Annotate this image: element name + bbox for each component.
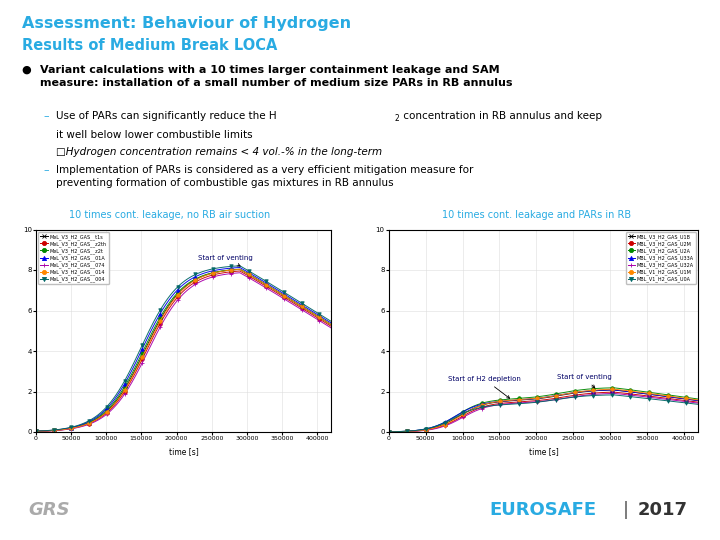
Text: □Hydrogen concentration remains < 4 vol.-% in the long-term: □Hydrogen concentration remains < 4 vol.… [56,147,382,157]
Text: Use of PARs can significantly reduce the H: Use of PARs can significantly reduce the… [56,111,276,121]
Text: Start of venting: Start of venting [199,255,253,266]
Text: Start of H2 depletion: Start of H2 depletion [448,376,521,399]
Text: 10 times cont. leakage and PARs in RB: 10 times cont. leakage and PARs in RB [442,210,631,220]
Legend: MeL_V3_H2_GAS__t1s, MeL_V3_H2_GAS__z2th, MeL_V3_H2_GAS__z2t, MeL_V3_H2_GAS__01A,: MeL_V3_H2_GAS__t1s, MeL_V3_H2_GAS__z2th,… [38,232,109,285]
Text: –: – [43,165,49,175]
Text: Implementation of PARs is considered as a very efficient mitigation measure for
: Implementation of PARs is considered as … [56,165,474,188]
Text: EUROSAFE: EUROSAFE [490,501,597,519]
Text: concentration in RB annulus and keep: concentration in RB annulus and keep [400,111,603,121]
Text: –: – [43,111,49,121]
Text: Start of venting: Start of venting [557,374,611,388]
Legend: MBL_V3_H2_GAS_U1B, MBL_V3_H2_GAS_U2M, MBL_V3_H2_GAS_U2A, MBL_V3_H2_GAS_U33A, MBL: MBL_V3_H2_GAS_U1B, MBL_V3_H2_GAS_U2M, MB… [626,232,696,285]
X-axis label: time [s]: time [s] [168,447,199,456]
Text: 2017: 2017 [637,501,687,519]
Text: ●: ● [22,65,32,75]
Text: GRS: GRS [29,501,71,519]
Text: Variant calculations with a 10 times larger containment leakage and SAM
measure:: Variant calculations with a 10 times lar… [40,65,512,88]
X-axis label: time [s]: time [s] [528,447,559,456]
Text: |: | [623,501,629,519]
Text: 10 times cont. leakage, no RB air suction: 10 times cont. leakage, no RB air suctio… [68,210,270,220]
Text: 2: 2 [395,114,400,124]
Text: Assessment: Behaviour of Hydrogen: Assessment: Behaviour of Hydrogen [22,16,351,31]
Text: it well below lower combustible limits: it well below lower combustible limits [56,130,253,140]
Text: Results of Medium Break LOCA: Results of Medium Break LOCA [22,38,277,53]
